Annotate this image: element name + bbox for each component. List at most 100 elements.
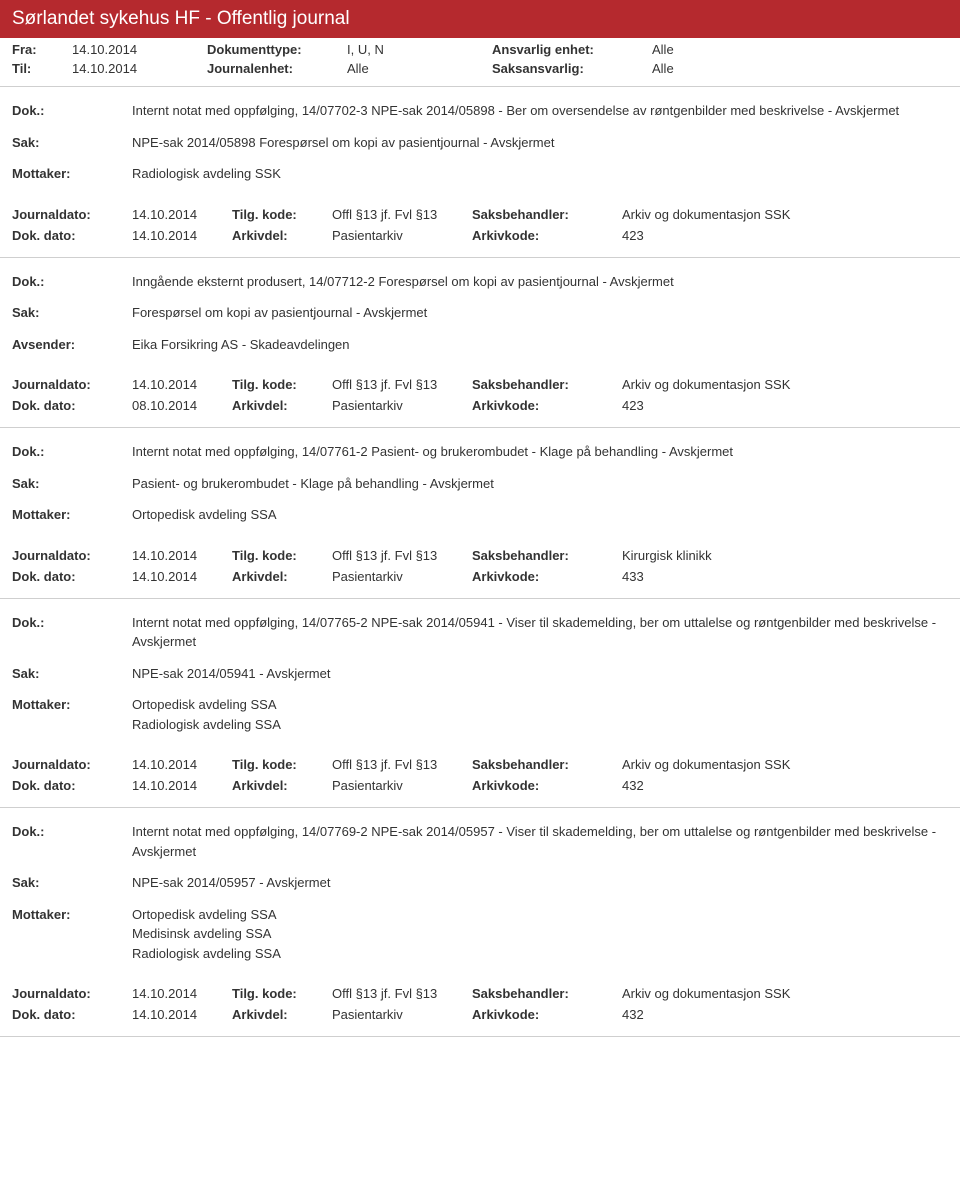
journaldato-label: Journaldato: [12, 207, 132, 222]
saksbehandler-label: Saksbehandler: [472, 207, 622, 222]
saksbehandler-label: Saksbehandler: [472, 548, 622, 563]
arkivdel-value: Pasientarkiv [332, 398, 472, 413]
arkivkode-value: 433 [622, 569, 948, 584]
tilgkode-label: Tilg. kode: [232, 548, 332, 563]
saksbehandler-value: Arkiv og dokumentasjon SSK [622, 986, 948, 1001]
arkivdel-label: Arkivdel: [232, 228, 332, 243]
detail-row-2: Dok. dato: 14.10.2014 Arkivdel: Pasienta… [0, 225, 960, 251]
dok-label: Dok.: [12, 613, 132, 652]
dok-label: Dok.: [12, 101, 132, 121]
journaldato-value: 14.10.2014 [132, 548, 232, 563]
tilgkode-value: Offl §13 jf. Fvl §13 [332, 377, 472, 392]
detail-row-1: Journaldato: 14.10.2014 Tilg. kode: Offl… [0, 204, 960, 225]
party-line: Medisinsk avdeling SSA [132, 924, 948, 944]
sak-label: Sak: [12, 474, 132, 494]
detail-row-1: Journaldato: 14.10.2014 Tilg. kode: Offl… [0, 545, 960, 566]
meta-doktype-label: Dokumenttype: [207, 42, 347, 57]
arkivdel-label: Arkivdel: [232, 569, 332, 584]
tilgkode-label: Tilg. kode: [232, 377, 332, 392]
detail-row-1: Journaldato: 14.10.2014 Tilg. kode: Offl… [0, 754, 960, 775]
arkivdel-value: Pasientarkiv [332, 778, 472, 793]
saksbehandler-value: Kirurgisk klinikk [622, 548, 948, 563]
meta-fra-value: 14.10.2014 [72, 42, 207, 57]
dokdato-label: Dok. dato: [12, 228, 132, 243]
arkivdel-label: Arkivdel: [232, 398, 332, 413]
dokdato-value: 14.10.2014 [132, 228, 232, 243]
tilgkode-label: Tilg. kode: [232, 757, 332, 772]
meta-til-label: Til: [12, 61, 72, 76]
detail-row-2: Dok. dato: 14.10.2014 Arkivdel: Pasienta… [0, 1004, 960, 1030]
dokdato-label: Dok. dato: [12, 1007, 132, 1022]
sak-label: Sak: [12, 664, 132, 684]
meta-saksansvarlig-value: Alle [652, 61, 674, 76]
journal-entry: Dok.: Internt notat med oppfølging, 14/0… [0, 87, 960, 204]
detail-row-2: Dok. dato: 14.10.2014 Arkivdel: Pasienta… [0, 775, 960, 801]
journal-entry: Dok.: Internt notat med oppfølging, 14/0… [0, 599, 960, 755]
tilgkode-value: Offl §13 jf. Fvl §13 [332, 986, 472, 1001]
dokdato-label: Dok. dato: [12, 778, 132, 793]
arkivdel-value: Pasientarkiv [332, 569, 472, 584]
sak-value: NPE-sak 2014/05941 - Avskjermet [132, 664, 948, 684]
dokdato-label: Dok. dato: [12, 398, 132, 413]
arkivkode-label: Arkivkode: [472, 1007, 622, 1022]
meta-saksansvarlig-label: Saksansvarlig: [492, 61, 652, 76]
dok-value: Internt notat med oppfølging, 14/07702-3… [132, 101, 948, 121]
party-line: Radiologisk avdeling SSK [132, 164, 948, 184]
tilgkode-label: Tilg. kode: [232, 207, 332, 222]
journaldato-label: Journaldato: [12, 377, 132, 392]
meta-til-value: 14.10.2014 [72, 61, 207, 76]
sak-value: NPE-sak 2014/05898 Forespørsel om kopi a… [132, 133, 948, 153]
entry-divider [0, 1036, 960, 1037]
journaldato-label: Journaldato: [12, 986, 132, 1001]
party-line: Ortopedisk avdeling SSA [132, 905, 948, 925]
party-value: Ortopedisk avdeling SSA [132, 505, 948, 525]
party-label: Avsender: [12, 335, 132, 355]
party-value: Eika Forsikring AS - Skadeavdelingen [132, 335, 948, 355]
journaldato-value: 14.10.2014 [132, 377, 232, 392]
arkivkode-label: Arkivkode: [472, 569, 622, 584]
meta-journalenhet-value: Alle [347, 61, 492, 76]
journal-entry: Dok.: Internt notat med oppfølging, 14/0… [0, 428, 960, 545]
party-line: Ortopedisk avdeling SSA [132, 695, 948, 715]
dokdato-value: 14.10.2014 [132, 778, 232, 793]
meta-journalenhet-label: Journalenhet: [207, 61, 347, 76]
tilgkode-value: Offl §13 jf. Fvl §13 [332, 757, 472, 772]
arkivdel-label: Arkivdel: [232, 778, 332, 793]
journal-entry: Dok.: Inngående eksternt produsert, 14/0… [0, 258, 960, 375]
party-label: Mottaker: [12, 505, 132, 525]
journaldato-value: 14.10.2014 [132, 757, 232, 772]
dok-value: Internt notat med oppfølging, 14/07769-2… [132, 822, 948, 861]
arkivdel-value: Pasientarkiv [332, 228, 472, 243]
arkivkode-label: Arkivkode: [472, 228, 622, 243]
dokdato-value: 14.10.2014 [132, 1007, 232, 1022]
saksbehandler-label: Saksbehandler: [472, 757, 622, 772]
saksbehandler-value: Arkiv og dokumentasjon SSK [622, 377, 948, 392]
sak-value: Pasient- og brukerombudet - Klage på beh… [132, 474, 948, 494]
journaldato-label: Journaldato: [12, 757, 132, 772]
dok-label: Dok.: [12, 272, 132, 292]
sak-label: Sak: [12, 133, 132, 153]
entries-container: Dok.: Internt notat med oppfølging, 14/0… [0, 87, 960, 1037]
party-line: Radiologisk avdeling SSA [132, 944, 948, 964]
party-value: Radiologisk avdeling SSK [132, 164, 948, 184]
dok-value: Internt notat med oppfølging, 14/07761-2… [132, 442, 948, 462]
tilgkode-label: Tilg. kode: [232, 986, 332, 1001]
party-line: Eika Forsikring AS - Skadeavdelingen [132, 335, 948, 355]
arkivkode-label: Arkivkode: [472, 398, 622, 413]
journaldato-value: 14.10.2014 [132, 207, 232, 222]
sak-value: NPE-sak 2014/05957 - Avskjermet [132, 873, 948, 893]
arkivkode-value: 432 [622, 778, 948, 793]
party-line: Radiologisk avdeling SSA [132, 715, 948, 735]
tilgkode-value: Offl §13 jf. Fvl §13 [332, 548, 472, 563]
arkivdel-label: Arkivdel: [232, 1007, 332, 1022]
sak-label: Sak: [12, 303, 132, 323]
journaldato-label: Journaldato: [12, 548, 132, 563]
party-line: Ortopedisk avdeling SSA [132, 505, 948, 525]
detail-row-1: Journaldato: 14.10.2014 Tilg. kode: Offl… [0, 983, 960, 1004]
arkivdel-value: Pasientarkiv [332, 1007, 472, 1022]
arkivkode-value: 423 [622, 398, 948, 413]
journal-entry: Dok.: Internt notat med oppfølging, 14/0… [0, 808, 960, 983]
dokdato-value: 14.10.2014 [132, 569, 232, 584]
dokdato-value: 08.10.2014 [132, 398, 232, 413]
sak-label: Sak: [12, 873, 132, 893]
